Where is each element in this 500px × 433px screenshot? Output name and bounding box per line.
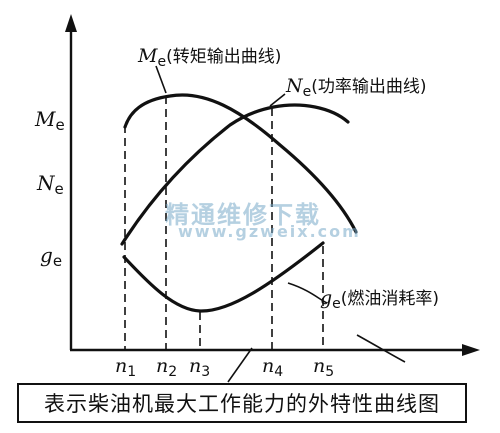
x-label-n3: n3 [189, 355, 210, 380]
torque-curve [123, 93, 358, 234]
fuel-label-leader [287, 282, 328, 304]
y-label-power: Ne [36, 171, 64, 198]
power-label-leader [269, 93, 286, 107]
x-axis-arrow [462, 344, 480, 356]
axes [65, 14, 480, 356]
x-label-n1: n1 [115, 355, 136, 380]
caption-text: 表示柴油机最大工作能力的外特性曲线图 [44, 392, 440, 416]
power-curve-label: Ne(功率输出曲线) [285, 75, 427, 100]
watermark-text: 精通维修下载 [165, 201, 321, 229]
fuel-consumption-curve [122, 241, 325, 313]
y-axis-arrow [65, 14, 77, 32]
caption-leader [227, 347, 253, 383]
caption-box: 表示柴油机最大工作能力的外特性曲线图 [17, 383, 467, 423]
speed-guide-lines [124, 96, 324, 350]
torque-label-leader [155, 65, 167, 94]
watermark-url: www.gzweix.com [178, 222, 361, 241]
torque-curve-label: Me(转矩输出曲线) [137, 45, 281, 70]
x-label-n4: n4 [262, 355, 283, 380]
fuel-curve-label: ge(燃油消耗率) [320, 287, 439, 312]
y-label-torque: Me [34, 107, 65, 134]
power-curve [120, 103, 350, 246]
x-label-n2: n2 [156, 355, 177, 380]
x-label-n5: n5 [313, 355, 334, 380]
y-label-fuel: ge [40, 243, 62, 270]
caption-leader-right [356, 334, 406, 363]
